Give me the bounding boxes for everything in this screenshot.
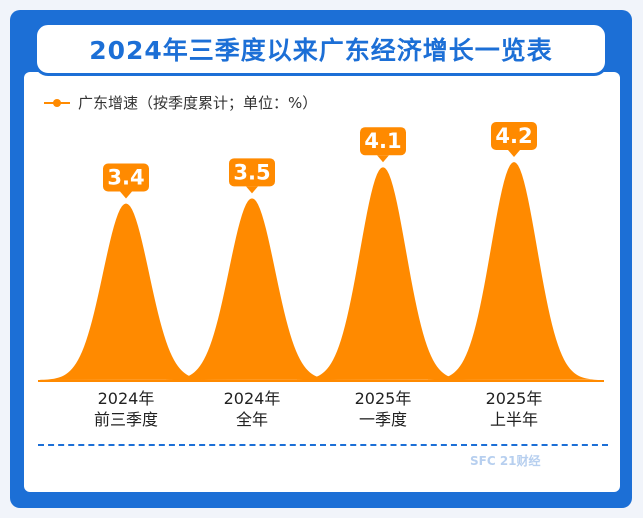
- bell-area-2: [166, 198, 338, 380]
- chart-title: 2024年三季度以来广东经济增长一览表: [89, 36, 553, 65]
- value-text-4: 4.2: [495, 124, 532, 148]
- legend-label: 广东增速（按季度累计；单位：%）: [78, 94, 318, 112]
- watermark: SFC 21财经: [470, 454, 541, 468]
- bell-area-3: [297, 167, 469, 380]
- dashed-divider: [38, 444, 608, 446]
- legend: 广东增速（按季度累计；单位：%）: [44, 92, 317, 113]
- value-text-2: 3.5: [233, 160, 270, 184]
- value-label-1: 3.4: [103, 163, 149, 199]
- x-tick-label-1: 2024年 前三季度: [93, 389, 158, 429]
- legend-marker-icon: [44, 98, 70, 108]
- value-text-1: 3.4: [107, 166, 144, 190]
- value-label-2: 3.5: [229, 158, 275, 194]
- value-text-3: 4.1: [364, 129, 401, 153]
- bell-area-1: [40, 203, 212, 380]
- x-tick-label-4: 2025年 上半年: [485, 389, 543, 429]
- title-box: 2024年三季度以来广东经济增长一览表: [34, 22, 608, 76]
- x-tick-label-2: 2024年 全年: [223, 389, 281, 429]
- value-label-4: 4.2: [491, 122, 537, 157]
- bell-area-4: [428, 162, 600, 380]
- value-label-3: 4.1: [360, 127, 406, 163]
- x-tick-label-3: 2025年 一季度: [354, 389, 412, 429]
